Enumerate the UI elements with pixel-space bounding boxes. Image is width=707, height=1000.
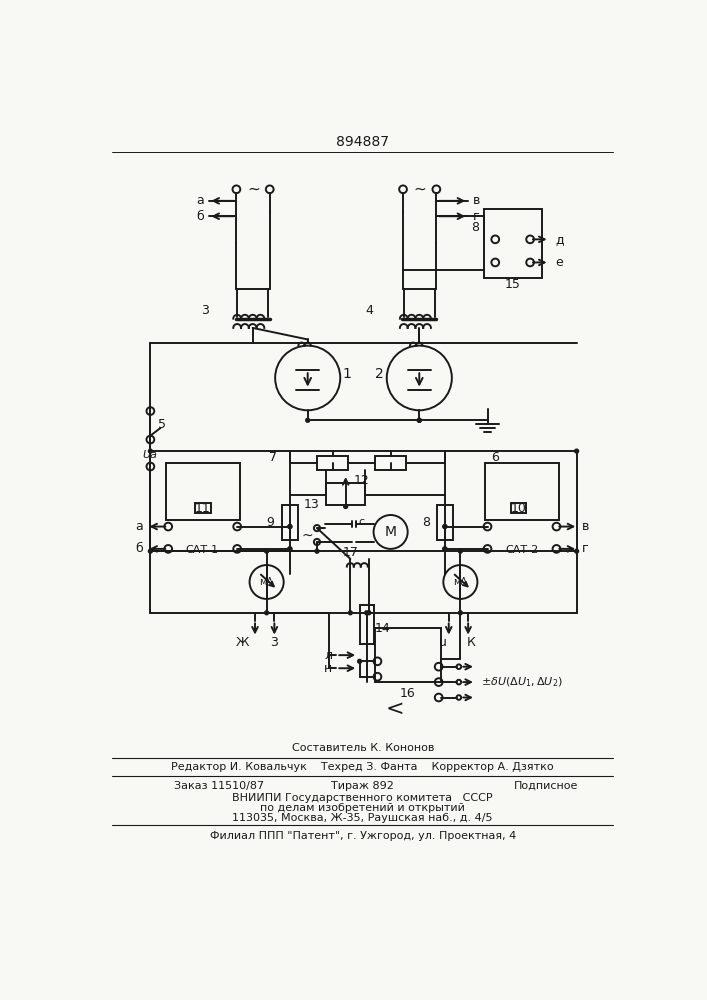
Text: г: г bbox=[582, 542, 589, 555]
Text: 17: 17 bbox=[342, 546, 358, 559]
Text: u: u bbox=[438, 636, 446, 649]
Circle shape bbox=[458, 549, 462, 553]
Text: л: л bbox=[325, 649, 332, 662]
Bar bbox=[510, 503, 526, 513]
Text: д: д bbox=[555, 233, 563, 246]
Circle shape bbox=[443, 525, 447, 528]
Text: Филиал ППП "Патент", г. Ужгород, ул. Проектная, 4: Филиал ППП "Патент", г. Ужгород, ул. Про… bbox=[209, 831, 516, 841]
Text: 894887: 894887 bbox=[337, 135, 390, 149]
Text: 6: 6 bbox=[491, 451, 499, 464]
Text: б: б bbox=[135, 542, 143, 555]
Text: г: г bbox=[473, 210, 479, 223]
Bar bbox=[437, 505, 452, 540]
Circle shape bbox=[365, 611, 368, 615]
Circle shape bbox=[288, 547, 292, 551]
Text: 13: 13 bbox=[303, 498, 320, 512]
Text: 3: 3 bbox=[201, 304, 209, 317]
Text: б: б bbox=[196, 210, 204, 223]
Circle shape bbox=[264, 549, 269, 553]
Bar bbox=[282, 505, 298, 540]
Bar bbox=[327, 483, 365, 505]
Circle shape bbox=[417, 418, 421, 422]
Text: Ж: Ж bbox=[236, 636, 250, 649]
Text: в: в bbox=[582, 520, 590, 533]
Text: с: с bbox=[358, 517, 364, 527]
Text: 9: 9 bbox=[267, 516, 274, 529]
Text: М: М bbox=[385, 525, 397, 539]
Text: Подписное: Подписное bbox=[513, 781, 578, 791]
Bar bbox=[195, 503, 211, 513]
Text: САТ-2: САТ-2 bbox=[505, 545, 538, 555]
Text: ~: ~ bbox=[414, 182, 426, 197]
Text: Редактор И. Ковальчук    Техред З. Фанта    Корректор А. Дзятко: Редактор И. Ковальчук Техред З. Фанта Ко… bbox=[171, 762, 554, 772]
Text: Тираж 892: Тираж 892 bbox=[332, 781, 395, 791]
Text: а: а bbox=[135, 520, 143, 533]
Text: ВНИИПИ Государственного комитета   СССР: ВНИИПИ Государственного комитета СССР bbox=[233, 793, 493, 803]
Text: 4: 4 bbox=[366, 304, 373, 317]
Text: Составитель К. Кононов: Составитель К. Кононов bbox=[291, 743, 434, 753]
Text: 113035, Москва, Ж-35, Раушская наб., д. 4/5: 113035, Москва, Ж-35, Раушская наб., д. … bbox=[233, 813, 493, 823]
Text: 15: 15 bbox=[504, 278, 520, 291]
Circle shape bbox=[443, 547, 447, 551]
Text: Uа: Uа bbox=[143, 450, 158, 460]
Bar bbox=[317, 456, 348, 470]
Bar bbox=[375, 628, 441, 682]
Text: 3: 3 bbox=[271, 636, 279, 649]
Circle shape bbox=[575, 549, 578, 553]
Text: по делам изобретений и открытий: по делам изобретений и открытий bbox=[260, 803, 465, 813]
Text: 11: 11 bbox=[194, 502, 210, 515]
Circle shape bbox=[575, 449, 578, 453]
Circle shape bbox=[417, 418, 421, 422]
Circle shape bbox=[288, 525, 292, 528]
Bar bbox=[375, 456, 406, 470]
Circle shape bbox=[288, 547, 292, 551]
Text: 16: 16 bbox=[399, 687, 416, 700]
Text: 7: 7 bbox=[269, 451, 277, 464]
Circle shape bbox=[148, 449, 152, 453]
Text: е: е bbox=[555, 256, 563, 269]
Circle shape bbox=[148, 549, 152, 553]
Text: ~: ~ bbox=[301, 529, 313, 543]
Circle shape bbox=[443, 547, 447, 551]
Text: <: < bbox=[385, 699, 404, 719]
Bar bbox=[485, 463, 559, 520]
Text: 5: 5 bbox=[158, 418, 166, 431]
Text: 2: 2 bbox=[375, 367, 383, 381]
Text: ~: ~ bbox=[247, 182, 260, 197]
Circle shape bbox=[458, 611, 462, 615]
Circle shape bbox=[288, 525, 292, 528]
Circle shape bbox=[358, 659, 361, 663]
Text: а: а bbox=[196, 194, 204, 207]
Text: 12: 12 bbox=[354, 474, 369, 487]
Text: 14: 14 bbox=[375, 622, 391, 635]
Text: САТ-1: САТ-1 bbox=[186, 545, 219, 555]
Text: Заказ 11510/87: Заказ 11510/87 bbox=[174, 781, 264, 791]
Circle shape bbox=[264, 611, 269, 615]
Circle shape bbox=[315, 549, 319, 553]
Text: 10: 10 bbox=[510, 502, 527, 515]
Text: 8: 8 bbox=[422, 516, 430, 529]
Text: 1: 1 bbox=[342, 367, 351, 381]
Circle shape bbox=[344, 505, 348, 508]
Bar bbox=[360, 605, 373, 644]
Bar bbox=[166, 463, 240, 520]
Text: в: в bbox=[473, 194, 480, 207]
Text: $\pm\delta U(\Delta U_1, \Delta U_2)$: $\pm\delta U(\Delta U_1, \Delta U_2)$ bbox=[481, 675, 562, 689]
Circle shape bbox=[305, 418, 310, 422]
Bar bbox=[484, 209, 542, 278]
Text: н: н bbox=[325, 662, 332, 675]
Circle shape bbox=[443, 525, 447, 528]
Text: 8: 8 bbox=[471, 221, 479, 234]
Circle shape bbox=[367, 611, 371, 615]
Text: К: К bbox=[467, 636, 476, 649]
Text: мА: мА bbox=[259, 577, 274, 587]
Text: мА: мА bbox=[453, 577, 467, 587]
Circle shape bbox=[349, 611, 352, 615]
